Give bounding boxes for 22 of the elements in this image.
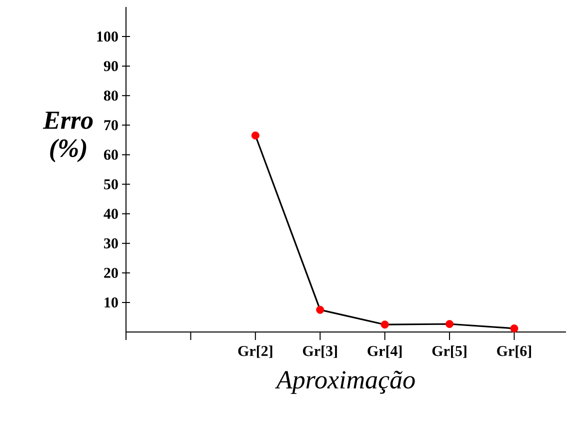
point bbox=[446, 320, 454, 328]
point bbox=[251, 132, 260, 140]
y-tick-label: 50 bbox=[104, 179, 118, 190]
point bbox=[316, 306, 324, 314]
point bbox=[380, 320, 389, 329]
y-tick-label: 100 bbox=[97, 31, 118, 42]
y-tick-label: 80 bbox=[104, 90, 118, 101]
x-tick-label: Gr[6] bbox=[497, 346, 532, 358]
y-tick-label: 40 bbox=[104, 208, 118, 219]
y-tick-label: 70 bbox=[104, 120, 118, 130]
x-tick-label: Gr[3] bbox=[302, 346, 337, 358]
point bbox=[510, 324, 518, 332]
x-tick-label: Gr[4] bbox=[368, 346, 402, 358]
y-tick-label: 10 bbox=[104, 297, 118, 308]
y-tick-label: 90 bbox=[104, 61, 118, 72]
x-tick-label: Gr[2] bbox=[238, 346, 272, 358]
x-tick-label: Gr[5] bbox=[432, 346, 466, 358]
y-tick-label: 30 bbox=[104, 238, 118, 248]
y-axis-title: Erro (%) bbox=[42, 112, 93, 162]
x-axis-title: Aproximação bbox=[275, 370, 415, 394]
y-tick-label: 60 bbox=[104, 150, 118, 160]
y-tick-label: 20 bbox=[104, 268, 118, 278]
